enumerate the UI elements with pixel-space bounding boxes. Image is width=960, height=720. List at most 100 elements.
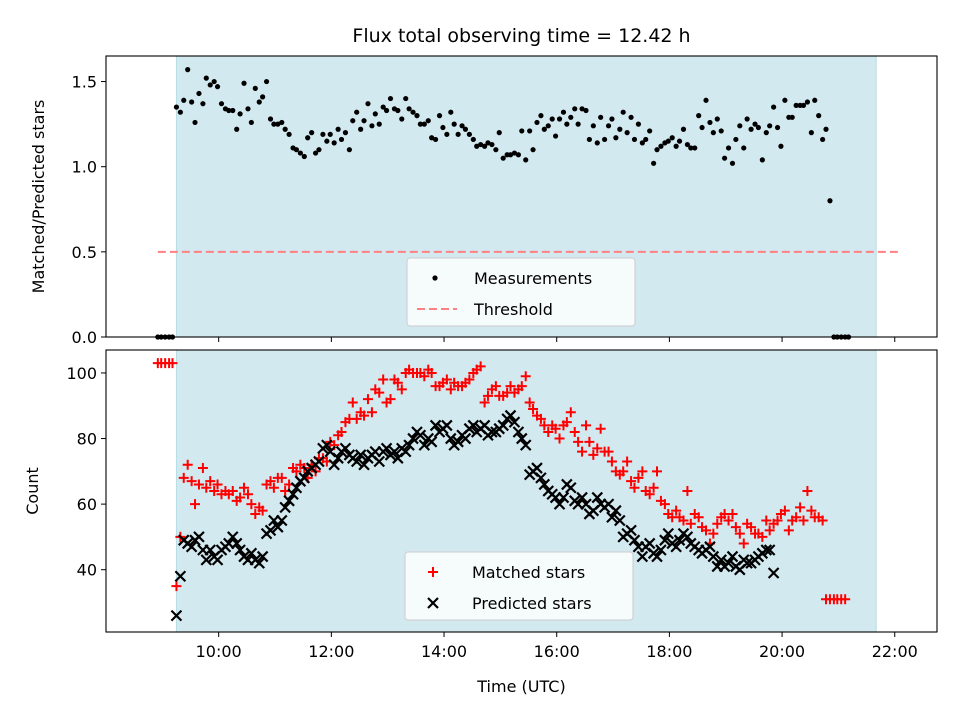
- measurement-point: [631, 136, 638, 143]
- x-axis-label: Time (UTC): [476, 677, 565, 696]
- panel-1: [101, 55, 938, 342]
- measurement-point: [192, 119, 198, 126]
- matched-star-point: [569, 426, 580, 437]
- predicted-star-point: [230, 537, 243, 550]
- measurement-point: [312, 150, 319, 156]
- matched-star-point: [205, 476, 216, 487]
- matched-star-point: [212, 479, 223, 490]
- measurement-point: [316, 147, 322, 153]
- measurement-point: [759, 157, 765, 163]
- measurement-point: [338, 136, 345, 143]
- y-axis-label: Count: [23, 467, 42, 515]
- predicted-star-point: [643, 537, 656, 550]
- measurement-point: [271, 121, 277, 127]
- measurement-point: [523, 157, 529, 163]
- matched-star-point: [392, 377, 403, 388]
- matched-star-point: [190, 499, 201, 510]
- matched-star-point: [167, 358, 178, 369]
- matched-star-point: [682, 486, 693, 496]
- predicted-star-point: [651, 550, 663, 563]
- measurement-point: [387, 95, 394, 102]
- matched-star-point: [347, 397, 358, 408]
- predicted-star-point: [328, 458, 340, 471]
- predicted-star-point: [636, 550, 649, 563]
- matched-star-point: [561, 417, 572, 428]
- measurement-point: [500, 155, 506, 161]
- y-tick-label: 40: [77, 561, 97, 580]
- measurement-point: [507, 152, 514, 158]
- measurement-point: [346, 147, 352, 153]
- predicted-star-point: [628, 534, 641, 546]
- x-tick-label: 18:00: [646, 642, 692, 661]
- x-tick-label: 10:00: [196, 642, 242, 661]
- matched-star-point: [565, 407, 576, 418]
- y-tick-label: 0.5: [72, 243, 97, 262]
- matched-star-point: [250, 508, 261, 519]
- matched-star-point: [633, 472, 644, 483]
- matched-star-point: [378, 374, 389, 385]
- measurement-point: [635, 121, 642, 127]
- measurement-point: [429, 135, 435, 141]
- measurement-point: [451, 121, 457, 127]
- measurement-point: [789, 114, 795, 120]
- measurement-point: [234, 126, 240, 132]
- matched-star-point: [685, 518, 696, 529]
- matched-star-point: [798, 515, 809, 526]
- predicted-star-point: [354, 449, 367, 461]
- matched-star-point: [764, 525, 775, 536]
- measurement-point: [617, 126, 623, 132]
- predicted-star-point: [256, 550, 269, 563]
- y-tick-label: 100: [66, 364, 97, 383]
- measurement-point: [767, 123, 773, 129]
- measurement-point: [647, 128, 653, 134]
- measurement-point: [324, 138, 330, 144]
- matched-star-point: [603, 446, 614, 457]
- predicted-star-point: [170, 609, 183, 622]
- measurement-point: [230, 107, 236, 114]
- measurement-point: [466, 131, 472, 137]
- matched-star-point: [817, 515, 828, 526]
- matched-star-point: [374, 387, 385, 398]
- matched-star-point: [505, 381, 516, 392]
- measurement-point: [267, 116, 274, 122]
- matched-star-point: [723, 515, 734, 526]
- predicted-star-point: [253, 557, 266, 569]
- matched-star-point: [227, 486, 238, 496]
- measurement-point: [669, 135, 675, 141]
- predicted-star-point: [741, 557, 753, 569]
- measurement-point: [643, 136, 649, 143]
- matched-star-point: [618, 466, 629, 477]
- matched-star-point: [644, 489, 655, 500]
- measurement-point: [665, 138, 671, 144]
- y-tick-label: 0.0: [72, 328, 97, 347]
- matched-star-point: [678, 515, 689, 526]
- matched-star-point: [840, 594, 851, 605]
- measurement-point: [771, 104, 777, 110]
- predicted-star-point: [726, 550, 739, 563]
- predicted-star-point: [350, 455, 363, 468]
- measurement-point: [722, 155, 728, 161]
- matched-star-point: [239, 482, 250, 493]
- measurement-point: [260, 94, 266, 100]
- measurement-point: [293, 147, 300, 153]
- legend-predicted-swatch: [427, 597, 439, 609]
- predicted-star-point: [403, 439, 415, 451]
- predicted-star-point: [452, 436, 464, 448]
- predicted-star-point: [358, 458, 370, 471]
- predicted-star-point: [414, 429, 427, 442]
- measurement-point: [778, 143, 784, 149]
- predicted-star-point: [276, 514, 288, 527]
- predicted-star-point: [200, 554, 213, 566]
- measurement-point: [399, 116, 405, 122]
- measurement-point: [263, 78, 270, 85]
- predicted-star-point: [211, 554, 224, 566]
- predicted-star-point: [321, 439, 333, 451]
- matched-star-point: [419, 371, 430, 382]
- matched-star-point: [738, 538, 749, 549]
- predicted-star-point: [557, 491, 570, 504]
- measurement-point: [320, 131, 326, 137]
- predicted-star-point: [553, 498, 566, 510]
- measurement-point: [282, 126, 288, 132]
- measurement-point: [241, 80, 247, 86]
